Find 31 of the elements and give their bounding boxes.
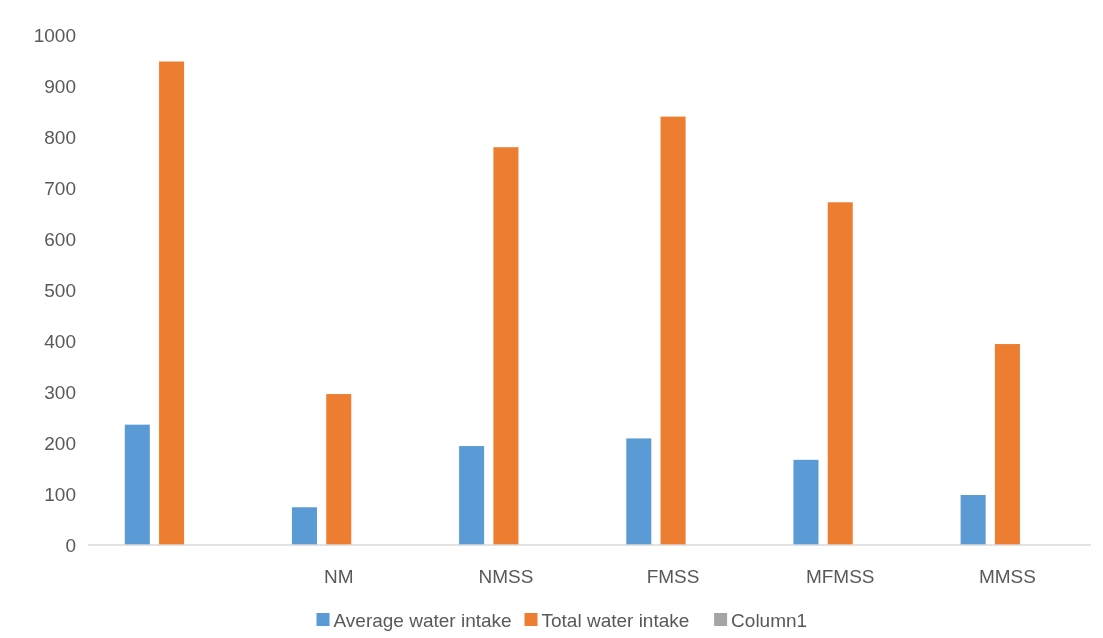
y-tick-label: 0 [65,534,76,556]
legend-label: Total water intake [541,609,690,631]
bar [960,495,986,545]
legend-label: Average water intake [333,609,512,631]
x-tick-label: FMSS [646,566,700,587]
bar [994,344,1020,545]
y-tick-label: 800 [44,126,76,148]
y-tick-label: 100 [44,483,76,505]
x-tick-label: MFMSS [805,566,875,587]
y-tick-label: 300 [44,381,76,403]
y-tick-label: 400 [44,330,76,352]
x-tick-label: MMSS [978,566,1036,587]
bar [291,507,317,545]
y-tick-label: 1000 [33,24,76,46]
bar [159,61,185,545]
bar [626,438,652,545]
legend-label: Column1 [731,609,808,631]
bar [459,446,485,545]
x-tick-label: NMSS [478,566,534,587]
y-tick-label: 700 [44,177,76,199]
y-tick-label: 600 [44,228,76,250]
y-tick-label: 200 [44,432,76,454]
bar [493,147,519,545]
y-tick-label: 500 [44,279,76,301]
y-tick-label: 900 [44,75,76,97]
bar [827,202,853,545]
bar [660,116,686,545]
bar [793,459,819,545]
bar [326,394,352,545]
x-tick-label: NM [323,566,354,587]
bar [124,424,150,545]
